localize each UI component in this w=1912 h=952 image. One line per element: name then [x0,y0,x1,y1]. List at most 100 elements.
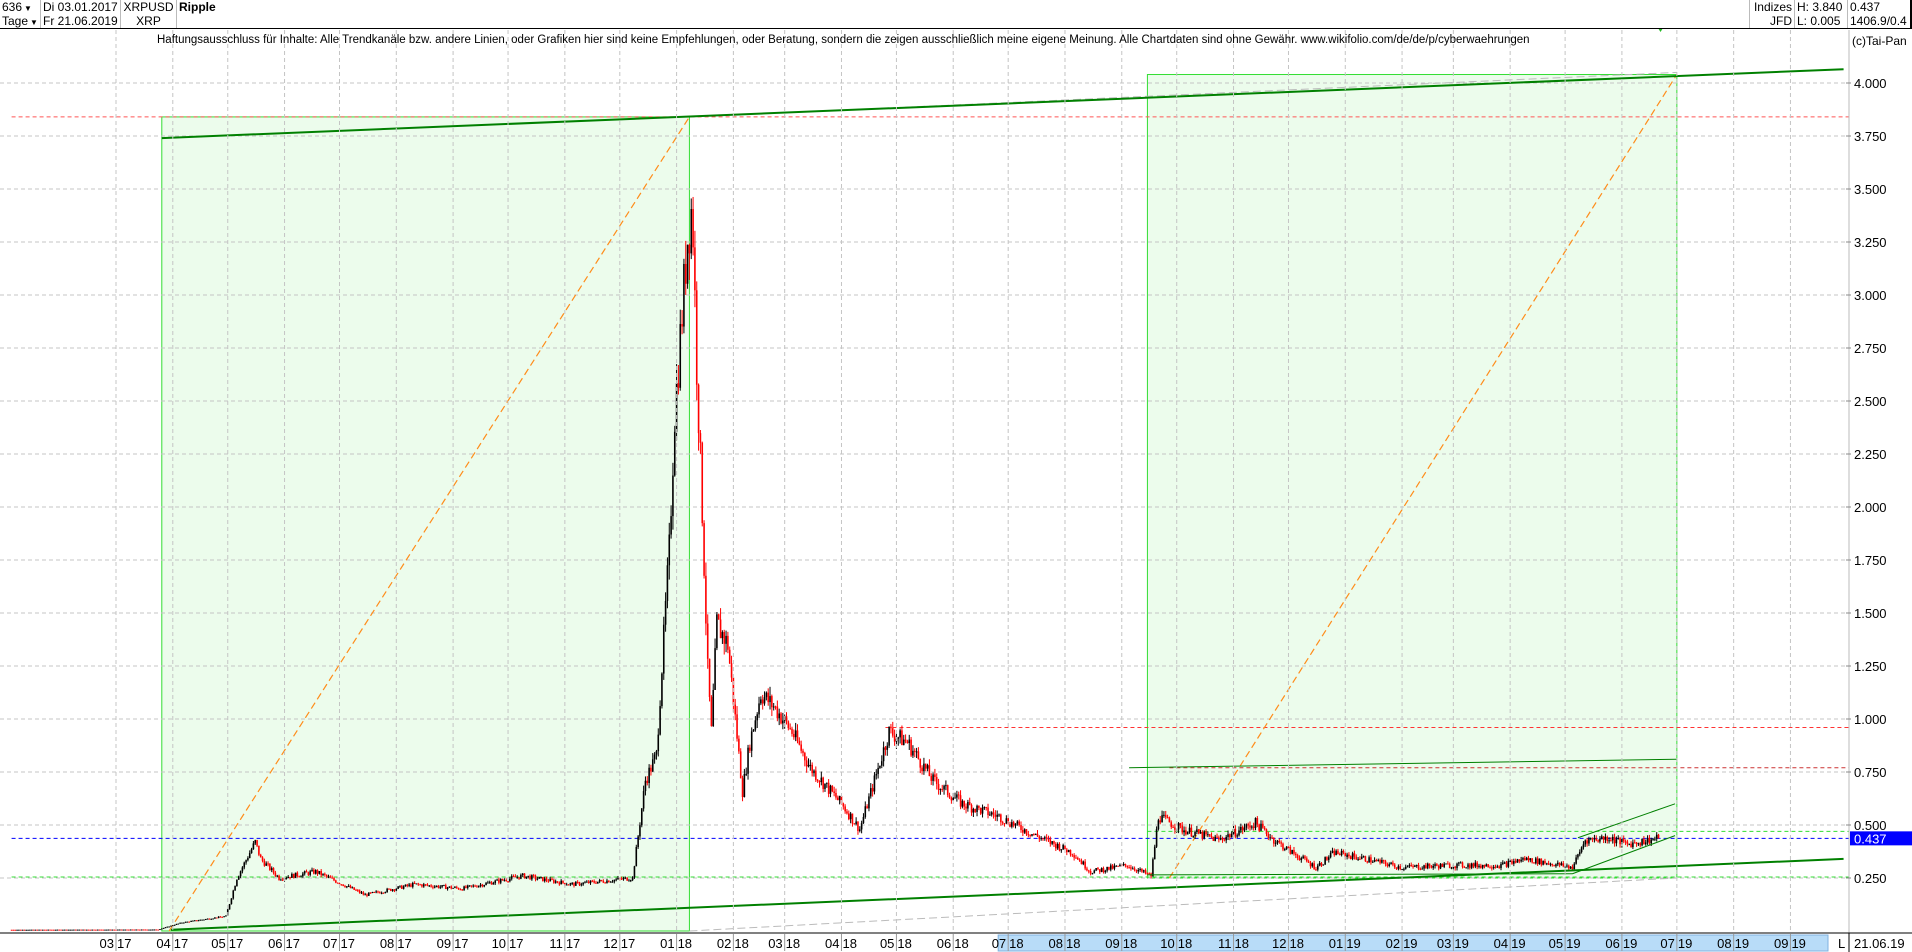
candle-up [25,929,28,931]
candle-down [60,929,62,931]
candle-down [848,813,850,820]
candle-up [824,783,826,789]
candle-up [932,774,934,781]
candle-down [109,929,112,931]
candle-down [1595,838,1598,841]
candle-up [472,885,475,887]
y-tick-label: 4.000 [1854,76,1887,91]
x-tick-label-year: 19 [1511,936,1525,951]
candle-down [269,863,271,870]
x-tick-label-month: 05 [880,936,894,951]
candle-down [893,735,896,742]
date-to[interactable]: Fr 21.06.2019 [43,14,118,28]
candle-down [1102,868,1105,873]
candle-down [1469,864,1471,868]
x-tick-label-month: 12 [603,936,617,951]
x-tick-label-month: 03 [100,936,114,951]
candle-up [1056,843,1059,849]
candle-down [58,929,61,931]
candle-down [45,929,48,931]
y-tick-label: 3.500 [1854,182,1887,197]
candle-down [815,770,817,780]
candle-up [21,929,24,931]
candle-up [672,475,674,517]
candle-down [14,929,17,931]
period-select[interactable]: Tage ▼ [0,14,40,28]
candle-down [1069,849,1072,855]
candle-down [1586,840,1588,844]
candle-down [1527,857,1530,861]
candle-down [551,878,553,880]
candle-down [831,785,834,792]
candle-up [193,920,196,922]
candle-up [1465,867,1467,869]
candle-up [560,880,562,885]
candle-down [437,885,440,888]
candle-up [1584,840,1587,845]
candle-up [615,879,617,881]
candle-up [422,884,425,887]
candle-up [1401,868,1403,870]
candle-up [664,600,667,625]
candle-down [1417,865,1420,869]
candle-up [606,880,608,884]
candle-down [320,871,322,876]
candle-up [67,929,70,931]
x-tick-label-year: 19 [1678,936,1692,951]
candle-down [805,760,808,767]
x-tick-label-month: 10 [492,936,506,951]
candle-up [168,926,170,928]
candle-down [1258,824,1260,831]
candle-up [897,737,900,739]
candle-down [1494,866,1497,868]
candle-down [1179,823,1182,826]
candle-up [1577,854,1579,858]
x-tick-label-month: 11 [1218,936,1232,951]
candle-down [1447,863,1449,865]
candle-up [404,884,407,887]
candle-down [1547,863,1550,865]
candle-up [860,823,863,830]
axis-mode-button[interactable]: L [1838,936,1845,951]
candle-down [1185,830,1187,835]
x-tick-label-year: 18 [1009,936,1023,951]
candle-up [1426,863,1429,869]
candle-up [1593,838,1596,840]
candle-up [232,890,235,899]
y-tick-label: 2.000 [1854,500,1887,515]
candle-down [1298,858,1301,861]
candle-down [959,795,962,807]
candle-up [303,871,306,874]
candle-up [1628,843,1631,845]
candle-down [1201,831,1204,839]
candle-up [179,922,181,924]
candle-up [503,880,506,882]
candle-up [516,877,519,879]
candle-down [1379,859,1381,863]
candle-down [1144,870,1147,874]
candle-up [485,882,487,886]
candle-down [919,758,922,768]
candle-down [1049,839,1052,844]
candle-up [239,871,242,877]
candle-up [586,881,588,883]
candle-up [1183,830,1185,833]
candle-up [129,929,132,931]
candle-down [1124,864,1127,866]
candle-down [1146,873,1149,875]
candle-down [1425,865,1427,869]
candle-up [745,773,748,775]
candle-up [571,883,573,885]
candle-up [375,891,377,893]
date-from[interactable]: Di 03.01.2017 [43,0,118,14]
candle-up [976,805,978,812]
candle-down [208,918,211,920]
candle-down [221,916,224,918]
candle-up [1485,864,1488,867]
candle-up [943,785,945,790]
candle-up [91,929,93,931]
candle-up [391,889,394,891]
count-select[interactable]: 636 ▼ [0,0,40,14]
candle-up [38,929,40,931]
